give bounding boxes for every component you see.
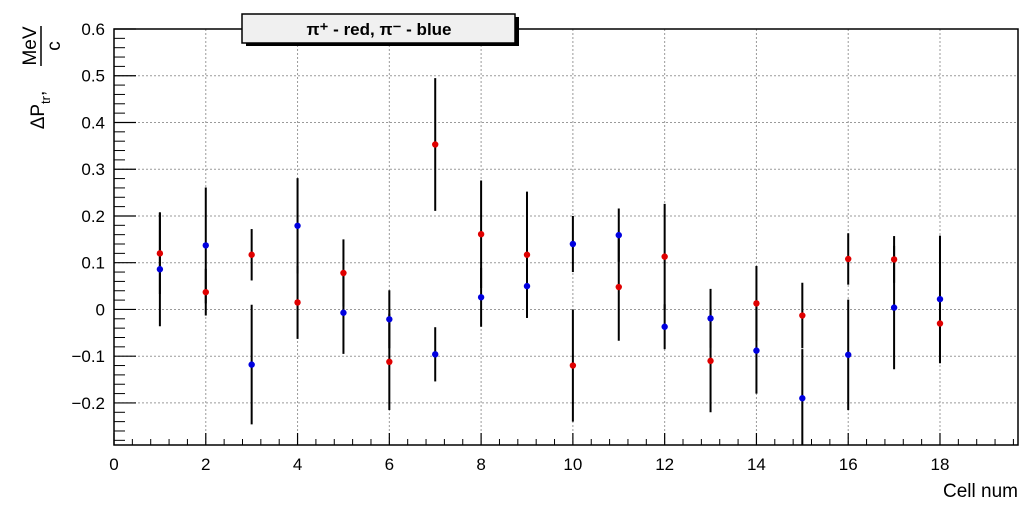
x-minor-ticks: [113, 433, 1014, 445]
data-point: [707, 357, 714, 365]
y-axis-title: ΔPtr, MeV c: [20, 26, 65, 129]
y-tick-label: −0.1: [71, 347, 105, 366]
y-axis-title-main: ΔP: [28, 104, 49, 129]
data-point: [707, 315, 714, 322]
x-tick-label: 10: [563, 455, 582, 474]
x-tick-label: 14: [747, 455, 766, 474]
data-point: [294, 299, 301, 306]
data-point: [248, 361, 255, 368]
x-axis-title: Cell num: [943, 481, 1018, 502]
y-axis-unit-denominator: c: [44, 41, 65, 51]
data-point: [386, 358, 393, 365]
x-tick-label: 8: [476, 455, 485, 474]
data-point: [936, 320, 944, 327]
data-point: [432, 351, 439, 358]
y-axis-title-sub: tr: [38, 95, 53, 104]
data-point: [661, 253, 668, 260]
x-tick-label: 6: [385, 455, 394, 474]
data-point: [202, 288, 209, 296]
x-tick-label: 4: [293, 455, 302, 474]
y-tick-label: −0.2: [71, 394, 105, 413]
data-point: [799, 312, 806, 319]
data-points: [156, 78, 944, 445]
y-tick-labels: −0.2 −0.1 0 0.1 0.2 0.3 0.4 0.5 0.6: [71, 20, 105, 413]
data-point: [799, 395, 806, 402]
y-tick-label: 0.1: [81, 254, 105, 273]
grid-lines: [114, 29, 1018, 445]
data-point: [753, 347, 760, 354]
y-tick-label: 0.3: [81, 160, 105, 179]
data-point: [340, 309, 347, 316]
y-tick-label: 0.5: [81, 67, 105, 86]
legend-box: π⁺ - red, π⁻ - blue: [241, 13, 519, 46]
data-point: [156, 266, 164, 273]
data-point: [890, 304, 898, 311]
data-point: [753, 300, 760, 307]
data-point: [432, 141, 439, 148]
data-point: [156, 250, 164, 257]
y-tick-label: 0.6: [81, 20, 105, 39]
data-point: [248, 251, 255, 258]
data-point: [477, 294, 485, 301]
legend-text: π⁺ - red, π⁻ - blue: [306, 20, 451, 39]
data-point: [615, 231, 622, 239]
data-point: [340, 269, 347, 277]
data-point: [202, 242, 209, 249]
x-tick-label: 0: [109, 455, 118, 474]
data-point: [523, 251, 531, 258]
data-point: [661, 323, 668, 330]
x-tick-label: 16: [839, 455, 858, 474]
y-minor-ticks: [114, 28, 136, 441]
x-tick-label: 12: [655, 455, 674, 474]
x-tick-label: 2: [201, 455, 210, 474]
data-point: [477, 230, 485, 238]
y-axis-unit-numerator: MeV: [20, 26, 41, 65]
data-point: [890, 256, 898, 263]
y-tick-label: 0: [96, 300, 105, 319]
svg-text:ΔPtr,: ΔPtr,: [28, 91, 53, 130]
x-tick-label: 18: [931, 455, 950, 474]
data-point: [569, 362, 577, 369]
plot-frame: [113, 28, 1019, 446]
data-point: [936, 295, 944, 303]
data-point: [845, 255, 852, 263]
data-point: [386, 316, 393, 323]
y-tick-label: 0.2: [81, 207, 105, 226]
data-point: [845, 351, 852, 358]
x-tick-labels: 0 2 4 6 8 10 12 14 16 18: [109, 455, 949, 474]
data-point: [615, 283, 622, 291]
data-point: [294, 222, 301, 229]
data-point: [569, 240, 577, 248]
y-tick-label: 0.4: [81, 113, 105, 132]
data-point: [523, 282, 531, 290]
